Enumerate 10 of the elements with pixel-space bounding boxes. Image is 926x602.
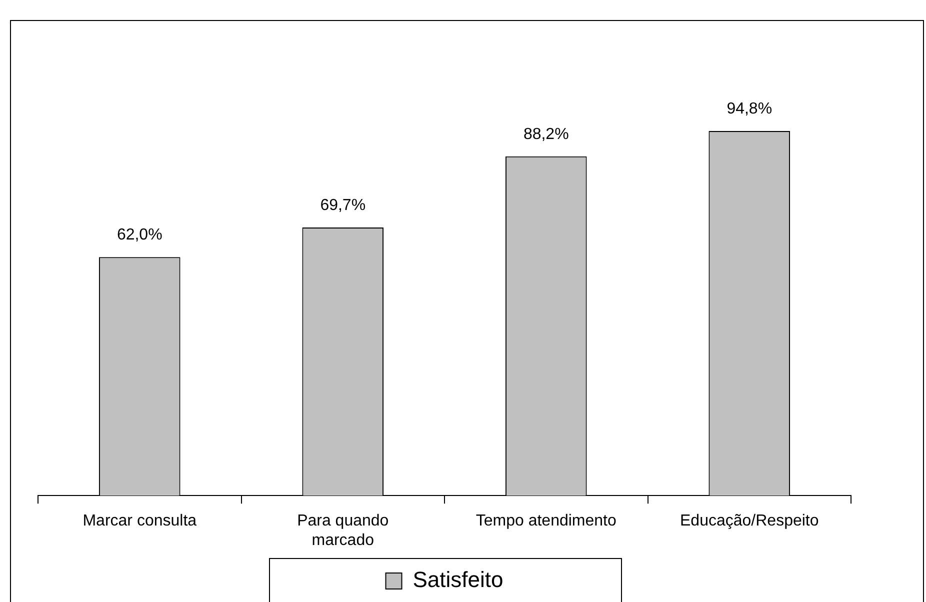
data-label: 62,0% (116, 226, 162, 244)
x-tick-label: Tempo atendimento (476, 512, 616, 530)
category-label: Para quando (297, 512, 389, 530)
data-label: 94,8% (726, 100, 772, 118)
category-label: marcado (312, 532, 374, 549)
legend-label: Satisfeito (412, 567, 504, 592)
data-label: 88,2% (523, 126, 569, 143)
x-tick-label: Marcar consulta (82, 512, 197, 530)
data-label: 69,7% (320, 196, 366, 214)
x-tick-label: Educação/Respeito (680, 512, 819, 530)
